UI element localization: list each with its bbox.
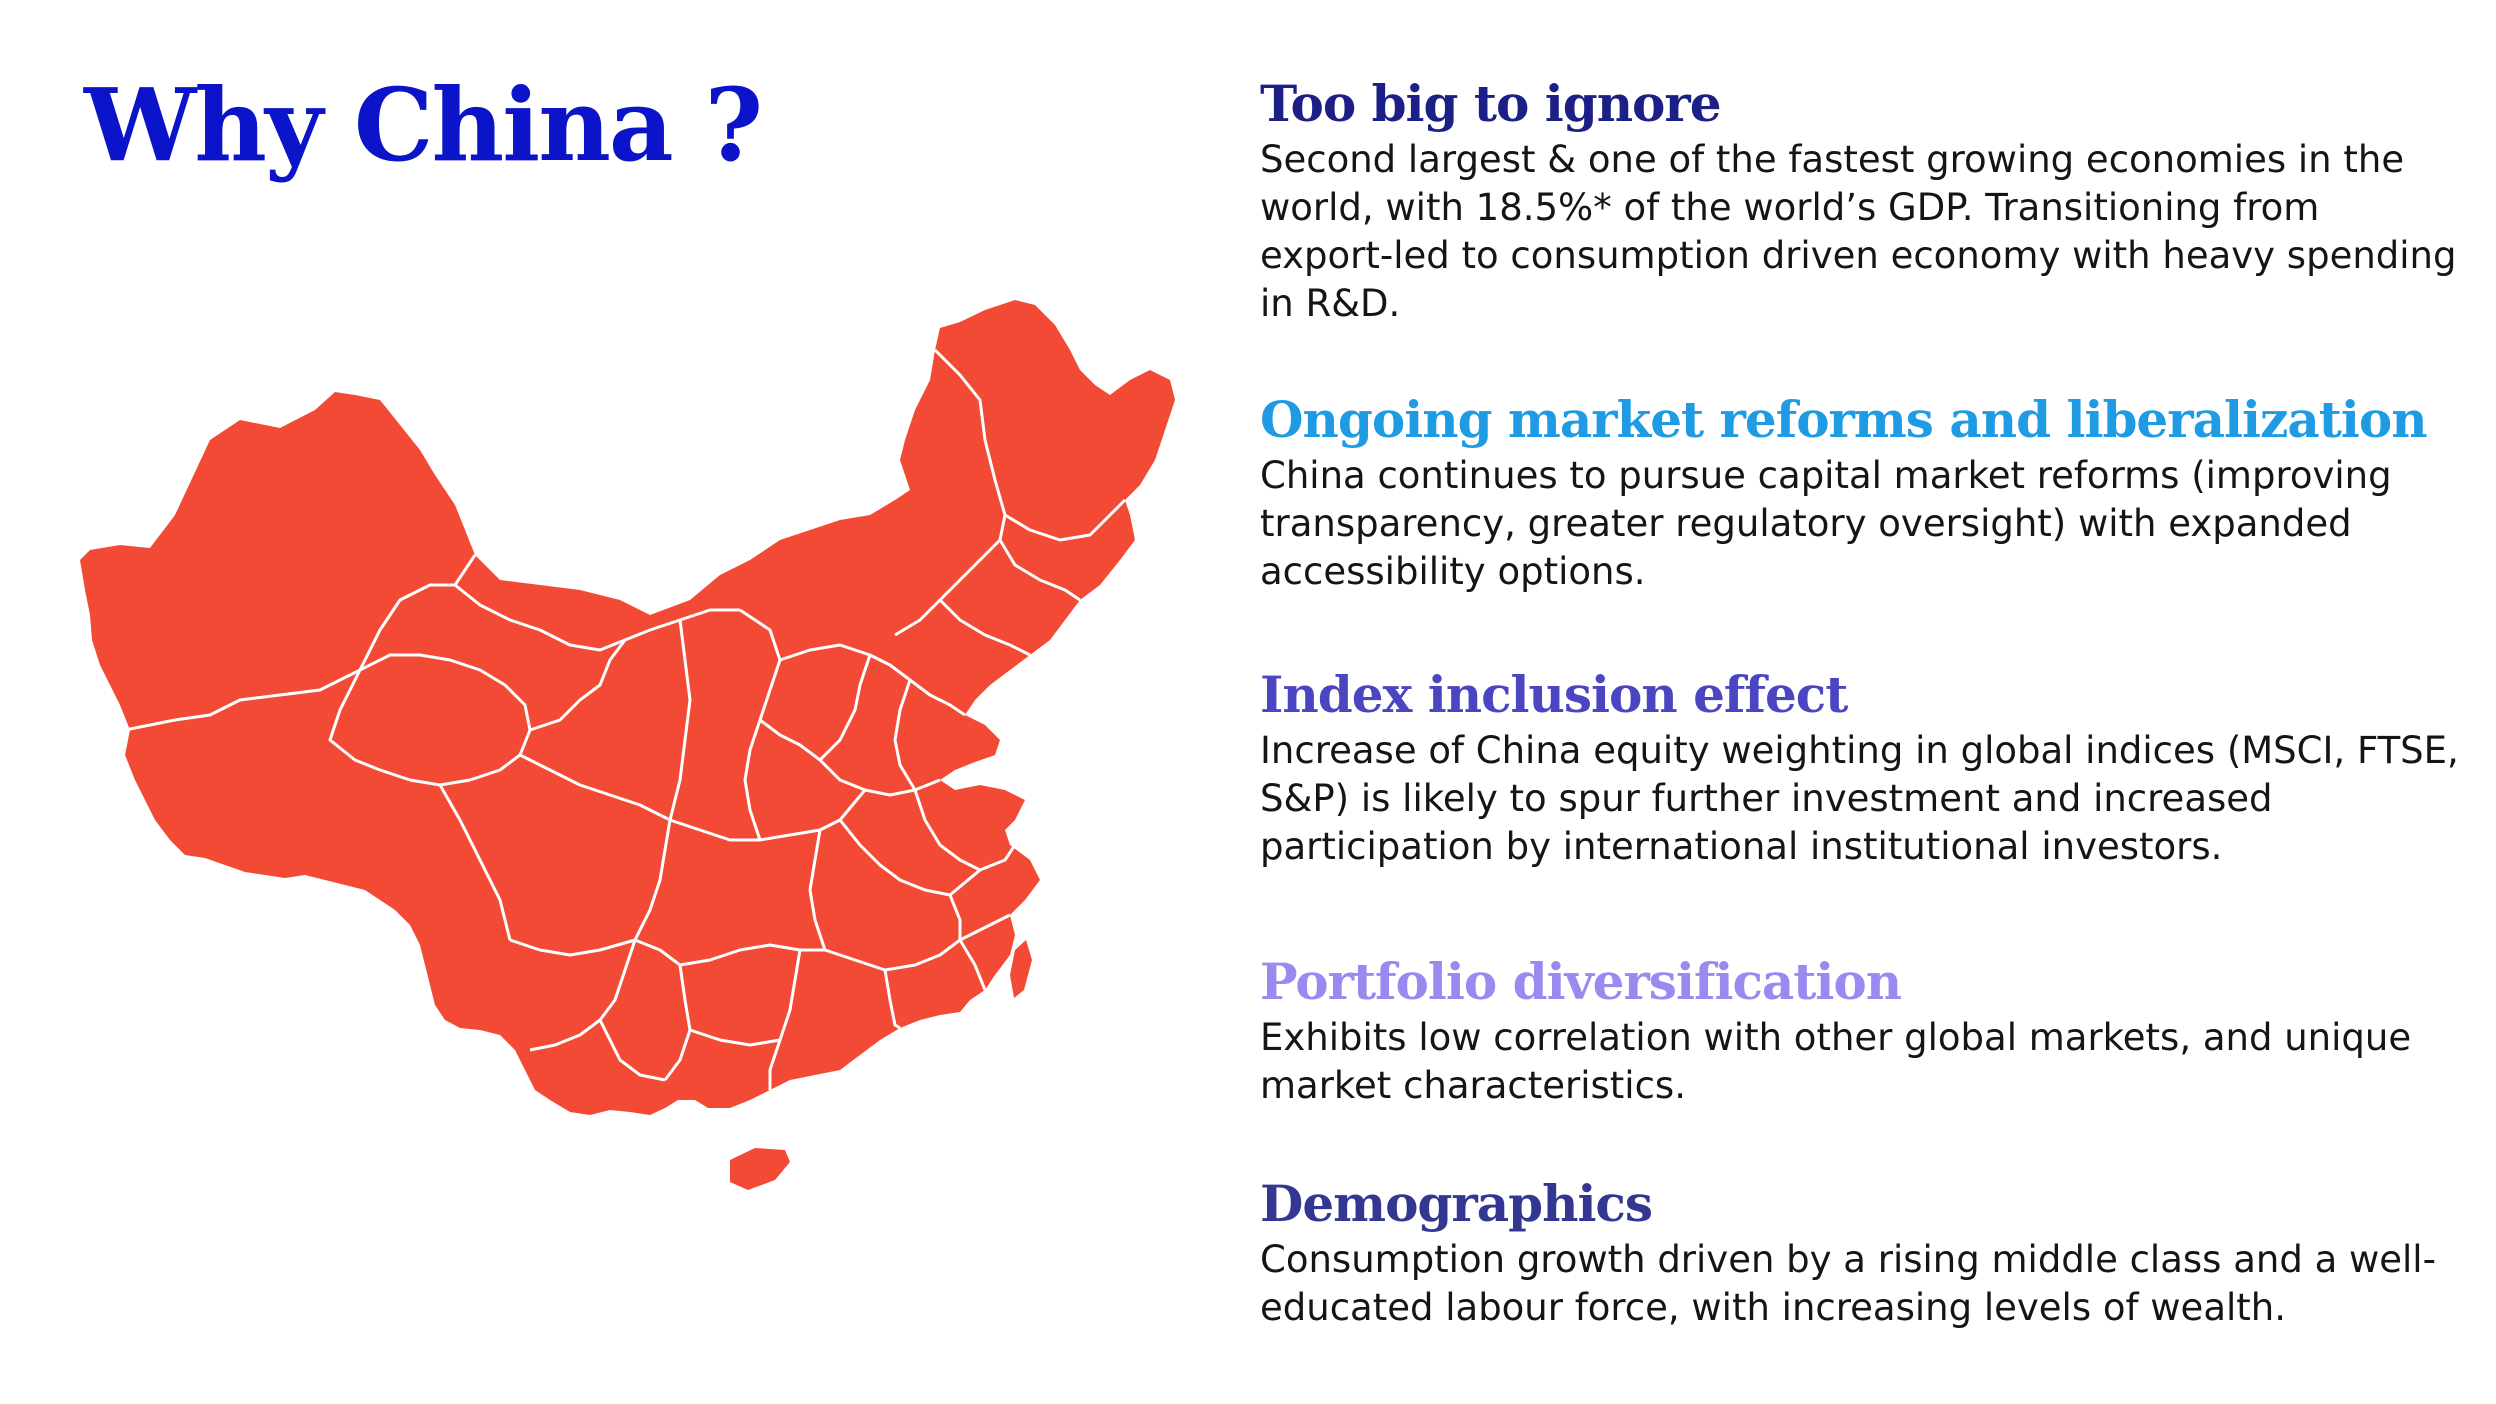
province-border xyxy=(938,598,1031,657)
province-border xyxy=(598,1019,666,1082)
province-border xyxy=(883,969,901,1030)
province-border xyxy=(124,668,361,732)
province-border xyxy=(893,679,917,791)
province-border xyxy=(998,514,1081,602)
province-border xyxy=(913,789,1017,872)
province-border xyxy=(779,643,891,667)
section-heading: Ongoing market reforms and liberalizatio… xyxy=(1260,390,2428,449)
section-heading: Demographics xyxy=(1260,1174,1653,1233)
province-border xyxy=(358,554,477,671)
province-border xyxy=(808,829,827,951)
province-border xyxy=(689,1028,781,1047)
province-border xyxy=(509,938,681,967)
province-border xyxy=(743,719,762,841)
china-map-icon xyxy=(80,300,1175,1190)
section-demographics: Demographics Consumption growth driven b… xyxy=(1260,1172,2460,1332)
province-border xyxy=(948,894,962,940)
province-border xyxy=(519,753,671,822)
province-border xyxy=(818,654,872,762)
section-portfolio-diversification: Portfolio diversification Exhibits low c… xyxy=(1260,950,2460,1110)
province-border xyxy=(668,619,692,821)
section-heading: Too big to ignore xyxy=(1260,74,1722,133)
china-map xyxy=(80,300,1180,1210)
section-heading: Portfolio diversification xyxy=(1260,952,1902,1011)
province-border xyxy=(933,348,1127,542)
mainland-outline xyxy=(80,300,1175,1115)
province-border xyxy=(824,913,1011,972)
taiwan-island xyxy=(1010,940,1032,998)
province-border xyxy=(328,653,532,787)
section-body: Exhibits low correlation with other glob… xyxy=(1260,1016,2412,1107)
province-border xyxy=(894,538,1002,637)
province-border xyxy=(768,949,802,1090)
section-market-reforms: Ongoing market reforms and liberalizatio… xyxy=(1260,388,2460,596)
section-heading: Index inclusion effect xyxy=(1260,665,1848,724)
section-too-big: Too big to ignore Second largest & one o… xyxy=(1260,72,2460,328)
province-border xyxy=(438,784,512,941)
province-border xyxy=(529,639,627,732)
page-title: Why China ? xyxy=(84,66,763,184)
province-border xyxy=(958,939,987,991)
section-body: Increase of China equity weighting in gl… xyxy=(1260,729,2459,868)
province-border xyxy=(759,718,941,797)
province-border xyxy=(633,819,672,941)
section-body: China continues to pursue capital market… xyxy=(1260,454,2392,593)
province-border xyxy=(889,663,966,717)
section-body: Second largest & one of the fastest grow… xyxy=(1260,138,2457,325)
section-body: Consumption growth driven by a rising mi… xyxy=(1260,1238,2436,1329)
hainan-island xyxy=(730,1148,790,1190)
province-border xyxy=(669,789,867,842)
province-border xyxy=(454,583,740,652)
province-border xyxy=(679,943,825,967)
section-index-inclusion: Index inclusion effect Increase of China… xyxy=(1260,663,2460,871)
